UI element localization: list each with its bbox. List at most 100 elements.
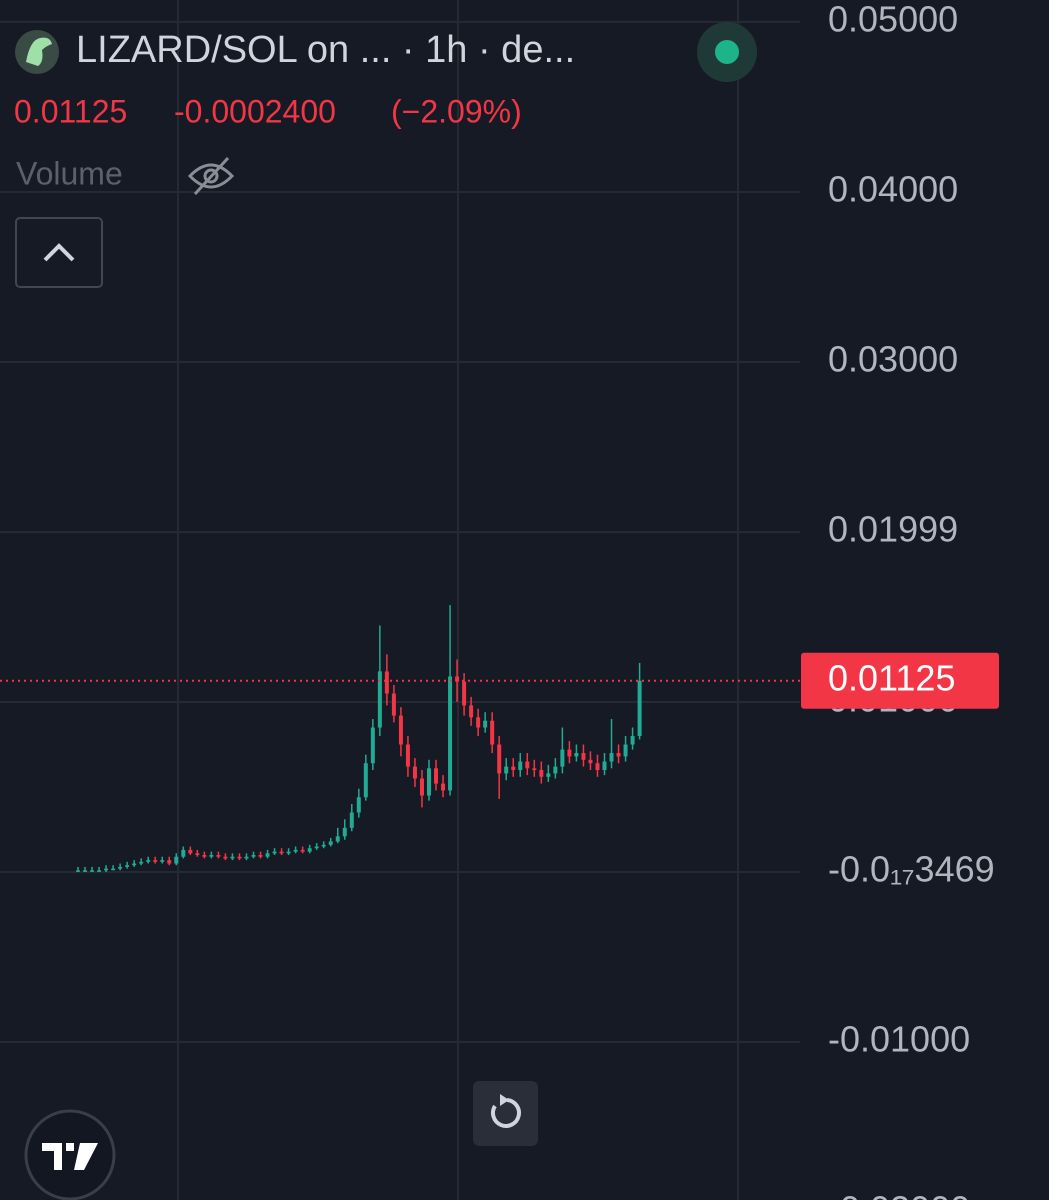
candle-body bbox=[153, 860, 158, 862]
candle-body bbox=[279, 851, 284, 854]
y-tick-label: -0.02000 bbox=[828, 1189, 970, 1200]
candle-body bbox=[497, 744, 502, 774]
candle-body bbox=[518, 761, 523, 771]
candle-body bbox=[434, 768, 439, 784]
candle-body bbox=[132, 863, 137, 866]
price-change: -0.0002400 bbox=[174, 93, 336, 129]
candle-body bbox=[125, 865, 130, 867]
candle-body bbox=[637, 680, 642, 737]
candle-body bbox=[595, 763, 600, 771]
candle-body bbox=[398, 715, 403, 745]
candle-body bbox=[356, 797, 361, 813]
y-tick-label: -0.0₁₇3469 bbox=[828, 849, 995, 890]
candle-body bbox=[195, 853, 200, 856]
candle-body bbox=[146, 860, 151, 862]
candle-body bbox=[581, 753, 586, 760]
candle-body bbox=[342, 827, 347, 837]
candle-body bbox=[455, 676, 460, 682]
price-change-pct: (−2.09%) bbox=[391, 93, 522, 129]
last-price: 0.01125 bbox=[14, 93, 127, 129]
candle-body bbox=[553, 766, 558, 774]
hide-volume-icon[interactable] bbox=[187, 156, 235, 196]
candle-body bbox=[462, 681, 467, 706]
token-icon-shape bbox=[26, 37, 52, 66]
candle-body bbox=[286, 851, 291, 854]
candle-body bbox=[630, 736, 635, 745]
candle-body bbox=[230, 856, 235, 859]
reset-icon-head bbox=[500, 1094, 509, 1106]
candle-body bbox=[258, 855, 263, 857]
candle-body bbox=[216, 855, 221, 857]
reset-button[interactable] bbox=[473, 1081, 538, 1146]
candle-body bbox=[167, 860, 172, 864]
candle-body bbox=[237, 856, 242, 859]
y-tick-label: 0.05000 bbox=[828, 0, 958, 39]
tv-logo-mark bbox=[42, 1143, 98, 1170]
candle-body bbox=[567, 749, 572, 757]
candle-body bbox=[377, 671, 382, 728]
candle-body bbox=[525, 761, 530, 769]
candle-body bbox=[244, 856, 249, 859]
candle-body bbox=[160, 860, 165, 862]
y-tick-label: 0.04000 bbox=[828, 168, 958, 209]
candle-body bbox=[321, 844, 326, 847]
candle-body bbox=[335, 836, 340, 842]
candle-body bbox=[483, 720, 488, 728]
candle-body bbox=[412, 766, 417, 779]
candle-body bbox=[448, 676, 453, 791]
candle-body bbox=[90, 870, 95, 872]
candle-body bbox=[118, 866, 123, 869]
candle-body bbox=[574, 753, 579, 757]
candle-body bbox=[391, 693, 396, 716]
tv-logo[interactable] bbox=[24, 1109, 116, 1200]
candle-body bbox=[476, 717, 481, 728]
candle-body bbox=[314, 846, 319, 849]
candle-body bbox=[363, 763, 368, 798]
candle-body bbox=[188, 849, 193, 854]
reset-icon bbox=[491, 1098, 521, 1128]
candle-body bbox=[511, 766, 516, 771]
candle-body bbox=[532, 768, 537, 771]
candle-body bbox=[384, 671, 389, 694]
plot-area bbox=[0, 605, 800, 873]
candle-body bbox=[223, 856, 228, 859]
grid bbox=[0, 0, 800, 1200]
candle-body bbox=[83, 870, 88, 872]
last-price-tag bbox=[801, 652, 999, 709]
volume-legend: Volume bbox=[16, 155, 123, 191]
collapse-icon bbox=[43, 243, 75, 262]
candle-body bbox=[209, 855, 214, 857]
collapse-button[interactable] bbox=[15, 217, 103, 288]
candle-body bbox=[490, 720, 495, 745]
candle-body bbox=[293, 849, 298, 852]
candle-body bbox=[560, 749, 565, 767]
candle-body bbox=[349, 812, 354, 828]
candle-body bbox=[111, 868, 116, 871]
candle-body bbox=[265, 853, 270, 857]
y-tick-label: -0.01000 bbox=[828, 1019, 970, 1060]
candle-body bbox=[405, 744, 410, 767]
candle-body bbox=[616, 753, 621, 757]
candle-body bbox=[328, 841, 333, 845]
candle-body bbox=[139, 861, 144, 864]
candle-body bbox=[307, 848, 312, 852]
candle-body bbox=[97, 870, 102, 872]
y-tick-label: 0.01999 bbox=[828, 509, 958, 550]
candle-body bbox=[300, 849, 305, 852]
candle-body bbox=[181, 849, 186, 857]
candle-body bbox=[539, 770, 544, 777]
y-tick-label: 0.03000 bbox=[828, 338, 958, 379]
candle-body bbox=[174, 856, 179, 864]
candle-body bbox=[202, 855, 207, 857]
candle-body bbox=[370, 727, 375, 764]
candle-body bbox=[469, 705, 474, 718]
candle-body bbox=[419, 778, 424, 796]
price-axis: 0.050000.040000.030000.019990.01000-0.0₁… bbox=[801, 0, 999, 1200]
candle-body bbox=[609, 753, 614, 762]
candle-body bbox=[504, 766, 509, 774]
status-dot bbox=[715, 40, 739, 64]
symbol-title: LIZARD/SOL on ... · 1h · de... bbox=[76, 29, 575, 71]
